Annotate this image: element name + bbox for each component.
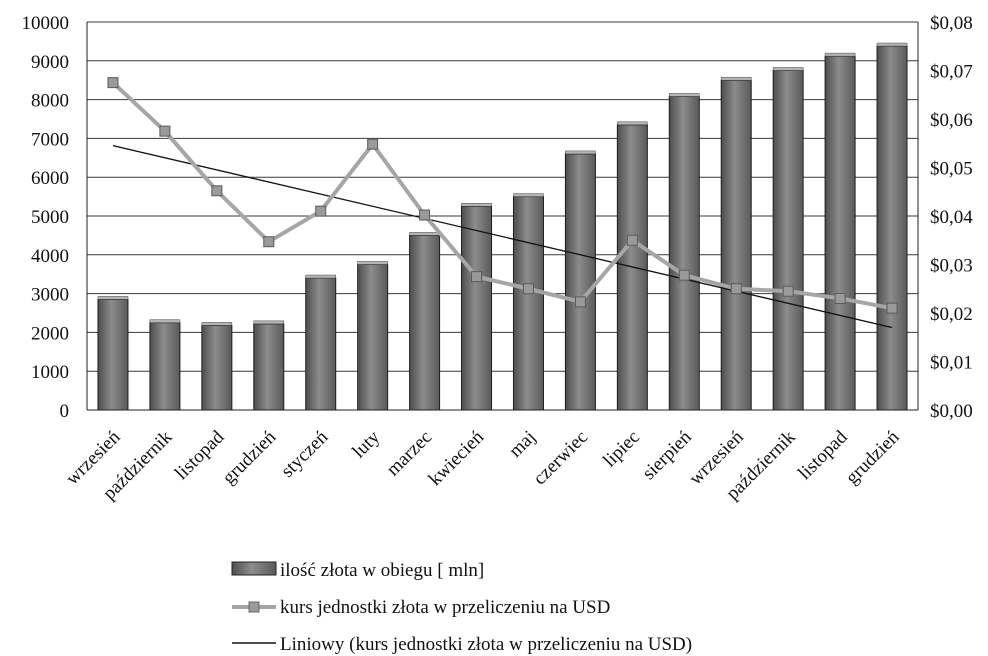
line-marker — [834, 292, 846, 304]
line-marker — [367, 138, 379, 150]
line-marker — [471, 271, 483, 283]
left-tick-label: 3000 — [31, 285, 69, 306]
bar — [668, 95, 700, 411]
bar-series — [97, 42, 908, 411]
bar — [409, 234, 441, 411]
right-tick-label: $0,00 — [930, 401, 973, 422]
axes — [86, 22, 919, 411]
right-tick-label: $0,01 — [930, 353, 973, 374]
line-marker — [626, 234, 638, 246]
right-tick-label: $0,04 — [930, 207, 973, 228]
legend: ilość złota w obiegu [ mln] kurs jednost… — [231, 560, 692, 655]
legend-label-line: kurs jednostki złota w przeliczeniu na U… — [280, 597, 610, 618]
bar-top — [149, 319, 181, 323]
left-tick-label: 6000 — [31, 168, 69, 189]
line-series — [107, 77, 898, 314]
rate-line — [111, 81, 893, 311]
trendline-series — [112, 145, 893, 329]
category-label: lipiec — [599, 427, 644, 472]
category-label: czerwiec — [529, 427, 592, 490]
category-labels: wrzesieńpaździerniklistopadgrudzieństycz… — [62, 426, 904, 504]
left-tick-label: 8000 — [31, 91, 69, 112]
legend-bar-swatch — [231, 561, 277, 576]
legend-label-trend: Liniowy (kurs jednostki złota w przelicz… — [280, 634, 692, 655]
left-tick-label: 0 — [60, 401, 70, 422]
legend-item-bars: ilość złota w obiegu [ mln] — [231, 560, 484, 581]
left-tick-label: 1000 — [31, 362, 69, 383]
right-tick-label: $0,03 — [930, 256, 973, 277]
bar-top — [617, 121, 648, 126]
line-marker — [522, 283, 534, 295]
line-marker — [159, 125, 171, 137]
left-axis-ticks: 0 1000 2000 3000 4000 5000 6000 7000 8000 9000 100… — [22, 13, 70, 422]
category-label: maj — [505, 427, 540, 462]
bar-top — [876, 42, 908, 47]
bar — [201, 324, 233, 411]
right-tick-label: $0,02 — [930, 304, 973, 325]
bar — [305, 277, 337, 411]
bar — [876, 45, 908, 411]
line-marker — [107, 77, 119, 89]
bar — [357, 264, 389, 411]
line-marker — [315, 205, 327, 217]
bar-top — [357, 261, 388, 265]
bar — [824, 55, 856, 411]
bar — [253, 323, 285, 411]
bar-top — [513, 193, 544, 197]
category-label: styczeń — [277, 426, 332, 481]
bar-top — [461, 203, 492, 207]
left-tick-label: 7000 — [31, 129, 69, 150]
line-marker — [574, 296, 586, 308]
line-marker — [678, 269, 690, 281]
left-tick-label: 5000 — [31, 207, 69, 228]
bar — [720, 79, 752, 411]
bar — [772, 70, 804, 411]
line-marker — [263, 236, 275, 248]
bar-top — [97, 296, 129, 300]
bar — [97, 298, 129, 411]
right-tick-label: $0,08 — [930, 13, 973, 34]
bar — [149, 322, 181, 411]
bar — [564, 153, 596, 411]
left-tick-label: 10000 — [22, 13, 70, 34]
bar-top — [720, 76, 752, 81]
legend-marker-swatch — [248, 601, 260, 613]
bar-top — [669, 93, 700, 97]
trendline — [112, 145, 893, 329]
right-axis-ticks: $0,00 $0,01 $0,02 $0,03 $0,04 $0,05 $0,06 $0,07… — [930, 13, 973, 422]
bar-top — [824, 52, 856, 57]
category-label: grudzień — [842, 426, 904, 488]
bar-top — [305, 274, 336, 279]
left-tick-label: 9000 — [31, 52, 69, 73]
left-tick-label: 4000 — [31, 246, 69, 267]
line-marker — [782, 285, 794, 297]
line-marker — [886, 302, 898, 314]
bar-top — [565, 150, 596, 155]
bar-top — [201, 322, 233, 326]
legend-label-bars: ilość złota w obiegu [ mln] — [280, 560, 484, 581]
legend-item-line: kurs jednostki złota w przeliczeniu na U… — [232, 597, 610, 618]
bar-top — [409, 232, 440, 236]
category-label: grudzień — [218, 426, 280, 488]
left-tick-label: 2000 — [31, 323, 69, 344]
right-tick-label: $0,06 — [930, 110, 973, 131]
line-marker — [211, 185, 223, 197]
bar-top — [253, 320, 285, 325]
category-label: kwiecień — [425, 426, 489, 490]
right-tick-label: $0,05 — [930, 159, 973, 180]
bar — [461, 205, 493, 411]
category-label: luty — [348, 426, 384, 462]
bar — [512, 196, 544, 411]
line-marker — [730, 283, 742, 295]
right-tick-label: $0,07 — [930, 62, 973, 83]
legend-item-trend: Liniowy (kurs jednostki złota w przelicz… — [232, 634, 692, 655]
bar-top — [772, 67, 804, 71]
line-marker — [419, 209, 431, 221]
